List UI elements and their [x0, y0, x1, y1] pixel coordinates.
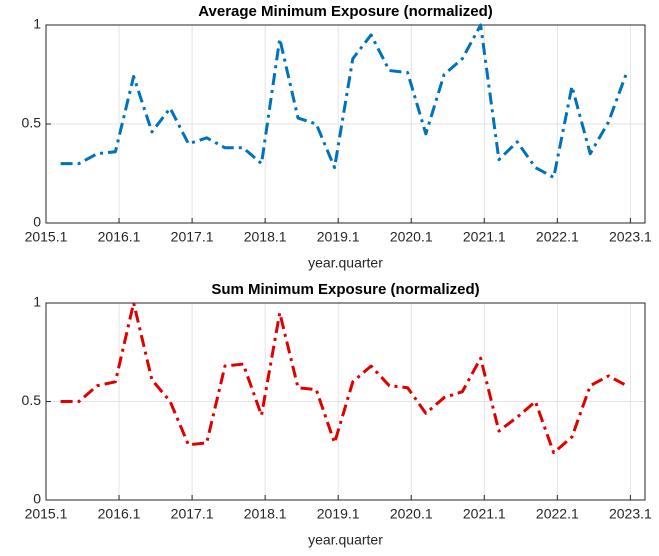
axes-box [45, 24, 646, 224]
data-line [60, 23, 629, 179]
x-tick-label: 2018.1 [244, 506, 287, 522]
x-axis-label: year.quarter [308, 255, 383, 271]
chart-title: Average Minimum Exposure (normalized) [198, 3, 493, 20]
x-tick-label: 2020.1 [390, 506, 433, 522]
x-tick-label: 2023.1 [609, 506, 652, 522]
y-tick-label: 1 [33, 294, 41, 310]
x-tick-label: 2016.1 [98, 229, 141, 245]
y-tick-label: 0 [33, 491, 41, 507]
x-tick-label: 2018.1 [244, 229, 287, 245]
y-tick-label: 0 [33, 214, 41, 230]
x-tick-label: 2022.1 [536, 229, 579, 245]
x-tick-label: 2022.1 [536, 506, 579, 522]
x-tick-label: 2019.1 [317, 229, 360, 245]
x-tick-label: 2017.1 [171, 229, 214, 245]
axes-box [45, 302, 646, 501]
x-tick-label: 2015.1 [25, 229, 68, 245]
data-line [60, 301, 628, 455]
x-tick-label: 2015.1 [25, 506, 68, 522]
x-tick-label: 2021.1 [463, 506, 506, 522]
y-tick-label: 0.5 [22, 115, 42, 131]
y-tick-label: 0.5 [22, 392, 42, 408]
chart-title: Sum Minimum Exposure (normalized) [211, 281, 479, 298]
y-tick-label: 1 [33, 16, 41, 32]
x-tick-label: 2019.1 [317, 506, 360, 522]
x-tick-label: 2021.1 [463, 229, 506, 245]
x-tick-label: 2023.1 [609, 229, 652, 245]
x-tick-label: 2020.1 [390, 229, 433, 245]
x-axis-label: year.quarter [308, 532, 383, 548]
x-tick-label: 2017.1 [171, 506, 214, 522]
x-tick-label: 2016.1 [98, 506, 141, 522]
